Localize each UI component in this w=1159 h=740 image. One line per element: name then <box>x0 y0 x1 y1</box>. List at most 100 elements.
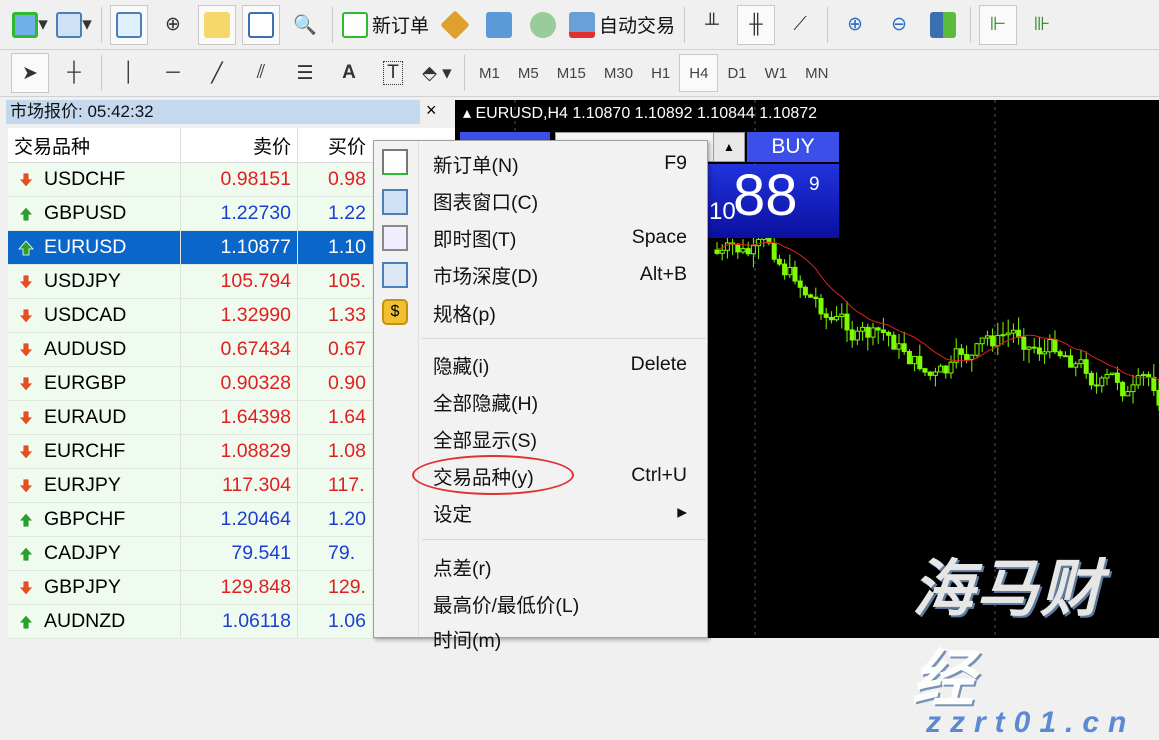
arrows-tool[interactable]: ⬘ ▾ <box>418 53 456 93</box>
chart-shift-button[interactable]: ⊩ <box>979 4 1018 45</box>
candle-body <box>740 248 746 253</box>
menu-item[interactable]: 图表窗口(C) <box>420 183 707 217</box>
timeframe-w1[interactable]: W1 <box>764 64 788 82</box>
metaeditor-button[interactable] <box>436 5 474 45</box>
candle-body <box>834 316 840 321</box>
candle-body <box>1057 351 1063 357</box>
bid-cell: 1.06118 <box>181 605 298 638</box>
crosshair-button[interactable]: ⊕ <box>154 5 192 45</box>
buy-price-display[interactable]: 10 88 9 <box>705 163 839 238</box>
candle-body <box>1099 377 1105 387</box>
chart-shift-icon: ⊩ <box>989 14 1007 35</box>
ask-cell: 105. <box>328 270 366 292</box>
column-bid[interactable]: 卖价 <box>181 128 298 162</box>
timeframe-m30[interactable]: M30 <box>603 64 634 82</box>
zoom-out-button[interactable]: ⊖ <box>880 5 918 45</box>
menu-item[interactable]: 规格(p) <box>420 295 707 329</box>
timeframe-d1[interactable]: D1 <box>727 64 747 82</box>
arrow-up-icon <box>18 613 34 629</box>
arrow-down-icon <box>18 580 34 596</box>
vertical-line-tool[interactable]: │ <box>110 53 148 93</box>
tester-button[interactable]: 🔍 <box>286 5 324 45</box>
menu-item[interactable]: 新订单(N) F9 <box>420 146 707 180</box>
candle-body <box>870 327 876 338</box>
menu-item[interactable]: 隐藏(i) Delete <box>420 347 707 381</box>
timeframe-group: M1 M5 M15 M30 H1 H4 D1 W1 MN <box>470 54 837 92</box>
column-ask[interactable]: 买价 <box>328 136 367 158</box>
symbol-cell: CADJPY <box>8 537 181 570</box>
candle-body <box>1062 355 1068 358</box>
market-watch-icon <box>116 11 142 38</box>
candle-body <box>823 313 829 318</box>
close-button[interactable]: × <box>426 100 437 120</box>
candle-body <box>808 294 814 298</box>
menu-item[interactable]: 全部显示(S) <box>420 421 707 455</box>
crosshair-tool[interactable]: ┼ <box>55 53 93 93</box>
fibonacci-icon: ☰ <box>296 62 314 84</box>
bid-cell: 1.08829 <box>181 435 298 468</box>
new-chart-button[interactable]: ▾ <box>11 5 49 45</box>
candle-body <box>750 245 756 255</box>
terminal-button[interactable] <box>242 4 280 45</box>
horizontal-line-tool[interactable]: ─ <box>154 53 192 93</box>
timeframe-m15[interactable]: M15 <box>556 64 586 82</box>
bid-cell: 79.541 <box>181 537 298 570</box>
buy-button[interactable]: BUY <box>747 132 839 162</box>
text-tool[interactable]: A <box>330 53 368 93</box>
signals-icon <box>486 11 513 38</box>
tile-windows-button[interactable] <box>924 5 962 45</box>
timeframe-m5[interactable]: M5 <box>517 64 539 82</box>
menu-item[interactable]: 全部隐藏(H) <box>420 384 707 418</box>
text-label-tool[interactable]: T <box>374 53 412 93</box>
navigator-button[interactable] <box>198 4 236 45</box>
divider <box>684 6 686 43</box>
menu-item[interactable]: 点差(r) <box>420 549 707 583</box>
tile-windows-icon <box>930 11 957 38</box>
menu-item[interactable]: 设定 ▸ <box>420 495 707 529</box>
trendline-tool[interactable]: ╱ <box>198 53 236 93</box>
profiles-button[interactable]: ▾ <box>55 5 93 45</box>
market-button[interactable] <box>524 5 562 45</box>
signals-button[interactable] <box>480 5 518 45</box>
timeframe-m1[interactable]: M1 <box>479 64 500 82</box>
column-symbol[interactable]: 交易品种 <box>8 128 181 162</box>
candle-body <box>839 313 845 318</box>
symbol: USDCHF <box>44 168 126 190</box>
menu-item[interactable]: 即时图(T) Space <box>420 220 707 254</box>
menu-item[interactable]: 最高价/最低价(L) <box>420 586 707 620</box>
arrow-up-icon <box>18 239 34 255</box>
zoom-in-button[interactable]: ⊕ <box>836 5 874 45</box>
autoscroll-button[interactable]: ⊪ <box>1023 5 1061 45</box>
candle-body <box>818 298 824 315</box>
bid-cell: 0.90328 <box>181 367 298 400</box>
navigator-icon <box>204 11 230 38</box>
candle-body <box>724 242 730 251</box>
timeframe-mn[interactable]: MN <box>805 64 829 82</box>
crosshair-icon: ⊕ <box>165 14 181 35</box>
bid-cell: 0.67434 <box>181 333 298 366</box>
auto-trading-button[interactable]: 自动交易 <box>568 5 676 45</box>
bid-cell: 105.794 <box>181 265 298 298</box>
candle-body <box>932 371 938 376</box>
candle-body <box>1151 376 1157 391</box>
symbol-cell: GBPUSD <box>8 197 181 230</box>
equidistant-channel-tool[interactable]: ⫽ <box>242 53 280 93</box>
candle-body <box>953 348 959 363</box>
cursor-tool[interactable]: ➤ <box>11 53 49 93</box>
market-watch-button[interactable] <box>110 4 148 45</box>
bar-chart-button[interactable]: ╨ <box>693 5 731 45</box>
ask-cell: 1.20 <box>328 508 366 530</box>
new-order-button[interactable]: 新订单 <box>341 5 430 45</box>
menu-item[interactable]: 市场深度(D) Alt+B <box>420 257 707 291</box>
lot-increase-button[interactable]: ▲ <box>713 132 745 162</box>
candle-body <box>912 355 918 365</box>
timeframe-h4[interactable]: H4 <box>679 54 719 92</box>
fibonacci-tool[interactable]: ☰ <box>286 53 324 93</box>
candle-body <box>719 249 725 254</box>
timeframe-h1[interactable]: H1 <box>651 64 671 82</box>
candle-chart-button[interactable]: ╫ <box>737 4 776 45</box>
menu-item[interactable]: 时间(m) <box>420 621 707 655</box>
line-chart-button[interactable]: ⟋ <box>781 5 819 45</box>
symbol: EURGBP <box>44 372 127 394</box>
candle-body <box>1125 391 1131 397</box>
